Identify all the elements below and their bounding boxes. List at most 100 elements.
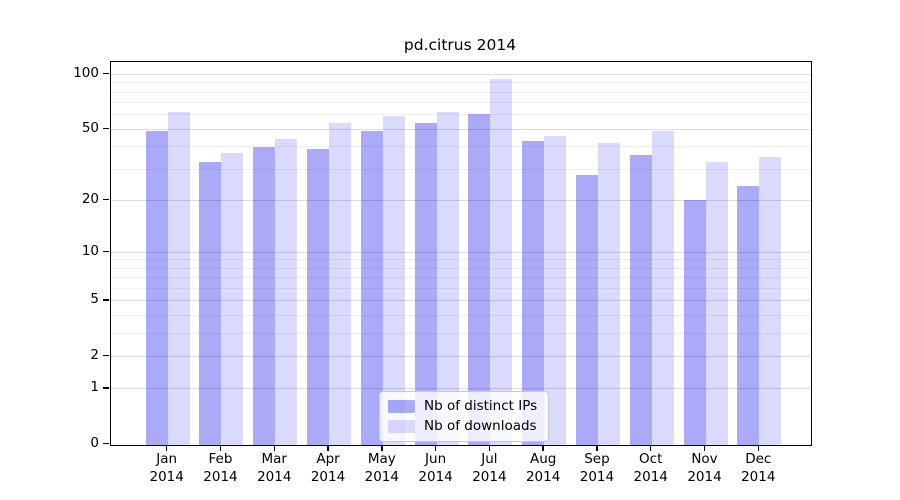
minor-gridline — [111, 82, 811, 84]
y-tick-label: 1 — [90, 379, 99, 396]
x-tick-mark — [273, 445, 275, 451]
x-tick-mark — [703, 445, 706, 451]
minor-gridline — [111, 277, 811, 279]
y-tick-label: 5 — [90, 291, 99, 308]
y-tick-label: 0 — [90, 435, 99, 451]
x-tick-year: 2014 — [203, 468, 238, 485]
bar-distinct-ips — [737, 186, 760, 445]
x-tick-year: 2014 — [310, 468, 346, 485]
x-tick-month: Aug — [529, 451, 557, 467]
bar-distinct-ips — [199, 161, 222, 445]
bar-downloads — [544, 135, 567, 445]
x-tick-year: 2014 — [364, 468, 399, 485]
x-tick-year: 2014 — [633, 468, 668, 485]
y-tick-mark — [103, 299, 109, 301]
y-tick-mark — [103, 250, 109, 252]
x-tick-month: Feb — [208, 451, 233, 467]
minor-gridline — [111, 168, 811, 170]
bar-downloads — [167, 112, 190, 445]
x-tick-year: 2014 — [149, 468, 184, 485]
x-tick-label: Feb 2014 — [192, 451, 248, 486]
minor-gridline — [111, 114, 811, 116]
y-tick-mark — [103, 387, 109, 389]
x-tick-label: Sep 2014 — [569, 451, 625, 486]
x-tick-mark — [596, 445, 598, 451]
x-tick-month: Apr — [316, 451, 340, 467]
x-tick-year: 2014 — [525, 468, 561, 485]
x-tick-mark — [542, 445, 544, 451]
legend-swatch-distinct-ips-icon — [388, 399, 415, 413]
bar-distinct-ips — [414, 123, 437, 445]
x-tick-month: Mar — [261, 451, 287, 467]
major-gridline — [111, 199, 811, 201]
x-tick-year: 2014 — [418, 468, 453, 485]
y-tick-label: 2 — [90, 346, 99, 363]
y-tick-label: 20 — [81, 190, 99, 207]
minor-gridline — [111, 314, 811, 316]
x-tick-year: 2014 — [579, 468, 615, 485]
y-tick-label: 50 — [81, 119, 99, 136]
y-tick-mark — [103, 354, 109, 357]
x-tick-mark — [381, 445, 383, 451]
x-tick-label: Nov 2014 — [677, 451, 733, 486]
x-tick-month: May — [367, 451, 396, 467]
x-tick-label: Apr 2014 — [300, 451, 356, 486]
legend-item-distinct-ips: Nb of distinct IPs — [380, 396, 548, 416]
x-tick-label: Jan 2014 — [139, 451, 195, 486]
bar-downloads — [382, 116, 405, 445]
chart-title: pd.citrus 2014 — [403, 36, 517, 54]
x-tick-label: May 2014 — [354, 451, 410, 486]
x-tick-month: Jul — [481, 451, 498, 467]
bar-downloads — [436, 112, 459, 445]
bar-distinct-ips — [145, 130, 168, 445]
bar-downloads — [597, 142, 620, 445]
legend-label-distinct-ips: Nb of distinct IPs — [424, 398, 538, 414]
x-tick-label: Oct 2014 — [623, 451, 679, 486]
x-tick-label: Jul 2014 — [461, 451, 517, 486]
bar-downloads — [275, 139, 298, 445]
minor-gridline — [111, 146, 811, 148]
legend: Nb of distinct IPs Nb of downloads — [379, 391, 549, 442]
minor-gridline — [111, 267, 811, 269]
x-tick-mark — [327, 445, 329, 451]
major-gridline — [111, 388, 811, 390]
major-gridline — [111, 355, 811, 357]
major-gridline — [111, 128, 811, 130]
y-tick-label: 10 — [81, 242, 99, 259]
minor-gridline — [111, 91, 811, 93]
x-tick-month: Oct — [639, 451, 663, 467]
bar-downloads — [759, 157, 782, 445]
bar-downloads — [490, 78, 513, 445]
x-tick-mark — [434, 445, 437, 451]
x-tick-label: Dec 2014 — [730, 451, 786, 486]
bar-distinct-ips — [683, 200, 706, 445]
x-tick-mark — [488, 445, 491, 451]
bar-distinct-ips — [522, 141, 545, 445]
bar-distinct-ips — [629, 155, 652, 445]
major-gridline — [111, 251, 811, 253]
x-tick-year: 2014 — [257, 468, 292, 485]
x-tick-year: 2014 — [687, 468, 722, 485]
x-tick-month: Jan — [156, 451, 178, 467]
x-tick-mark — [757, 445, 759, 451]
x-tick-label: Mar 2014 — [246, 451, 302, 486]
x-tick-year: 2014 — [472, 468, 507, 485]
x-tick-month: Jun — [425, 451, 447, 467]
bar-distinct-ips — [360, 130, 383, 445]
legend-item-downloads: Nb of downloads — [380, 416, 548, 436]
bar-downloads — [651, 130, 674, 445]
bar-distinct-ips — [468, 113, 491, 445]
minor-gridline — [111, 259, 811, 261]
x-tick-label: Aug 2014 — [515, 451, 571, 486]
minor-gridline — [111, 332, 811, 334]
y-tick-mark — [103, 72, 109, 75]
x-tick-month: Dec — [745, 451, 772, 467]
y-tick-mark — [103, 442, 109, 445]
x-tick-year: 2014 — [741, 468, 776, 485]
y-tick-label: 100 — [73, 64, 99, 81]
bar-downloads — [705, 161, 728, 445]
x-tick-month: Sep — [584, 451, 610, 467]
bar-distinct-ips — [575, 174, 598, 445]
legend-swatch-downloads-icon — [388, 419, 415, 433]
